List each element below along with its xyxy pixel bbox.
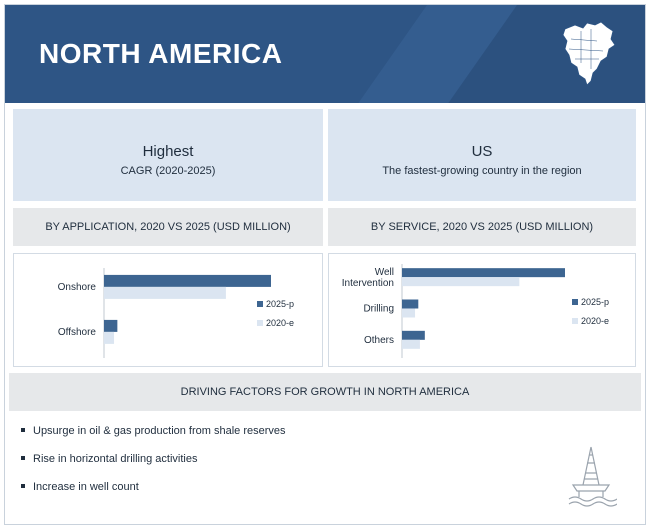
- category-label: Others: [364, 335, 394, 346]
- factor-item: Upsurge in oil & gas production from sha…: [21, 425, 286, 437]
- bullet-icon: [21, 456, 25, 461]
- north-america-map-icon: [562, 21, 616, 86]
- category-label: Offshore: [58, 327, 97, 338]
- legend-label: 2025-p: [581, 297, 609, 307]
- bar-2020-e-offshore: [104, 331, 115, 344]
- driving-factors-header: DRIVING FACTORS FOR GROWTH IN NORTH AMER…: [9, 373, 641, 411]
- category-label: Well Intervention: [342, 267, 394, 289]
- highlight-caption: CAGR (2020-2025): [120, 165, 216, 177]
- bar-2020-e-drilling: [402, 308, 416, 318]
- bullet-icon: [21, 428, 25, 433]
- page-title: NORTH AMERICA: [39, 38, 283, 69]
- legend-label: 2020-e: [581, 316, 609, 326]
- application-chart-svg: Onshore Offshore 2025-p 2020-e: [58, 268, 294, 358]
- legend-swatch: [572, 318, 578, 324]
- legend-swatch: [572, 299, 578, 305]
- highlight-card-country: US The fastest-growing country in the re…: [328, 109, 636, 201]
- legend-label: 2020-e: [266, 318, 294, 328]
- service-chart-svg: Well Intervention Drilling Others 2025-p 2020…: [342, 264, 609, 358]
- oil-rig-icon: [568, 446, 617, 507]
- header-banner: NORTH AMERICA: [5, 5, 645, 103]
- factor-item: Increase in well count: [21, 481, 139, 493]
- bar-2025-p-onshore: [104, 274, 271, 287]
- category-label: Drilling: [363, 303, 394, 314]
- infographic: NORTH AMERICA Highest CAGR (2020-2025) U…: [4, 4, 646, 525]
- bar-2025-p-drilling: [402, 299, 419, 309]
- bar-2025-p-well-intervention: [402, 268, 565, 278]
- highlight-card-cagr: Highest CAGR (2020-2025): [13, 109, 323, 201]
- highlight-headline: US: [471, 143, 493, 160]
- bar-2020-e-onshore: [104, 286, 226, 299]
- category-label: Onshore: [58, 282, 97, 293]
- bar-2020-e-others: [402, 339, 420, 349]
- bar-2025-p-others: [402, 330, 425, 340]
- application-chart-title: BY APPLICATION, 2020 VS 2025 (USD MILLIO…: [13, 208, 323, 246]
- bar-2025-p-offshore: [104, 319, 118, 332]
- legend-swatch: [257, 320, 263, 326]
- legend-swatch: [257, 301, 263, 307]
- service-chart: Well Intervention Drilling Others 2025-p 2020…: [328, 253, 636, 367]
- highlight-headline: Highest: [142, 143, 194, 160]
- legend-label: 2025-p: [266, 299, 294, 309]
- driving-factors-title: DRIVING FACTORS FOR GROWTH IN NORTH AMER…: [180, 386, 470, 398]
- application-chart: Onshore Offshore 2025-p 2020-e: [13, 253, 323, 367]
- highlight-caption: The fastest-growing country in the regio…: [382, 165, 582, 177]
- bullet-icon: [21, 484, 25, 489]
- bar-2020-e-well-intervention: [402, 277, 520, 287]
- service-chart-title: BY SERVICE, 2020 VS 2025 (USD MILLION): [328, 208, 636, 246]
- factor-item: Rise in horizontal drilling activities: [21, 453, 197, 465]
